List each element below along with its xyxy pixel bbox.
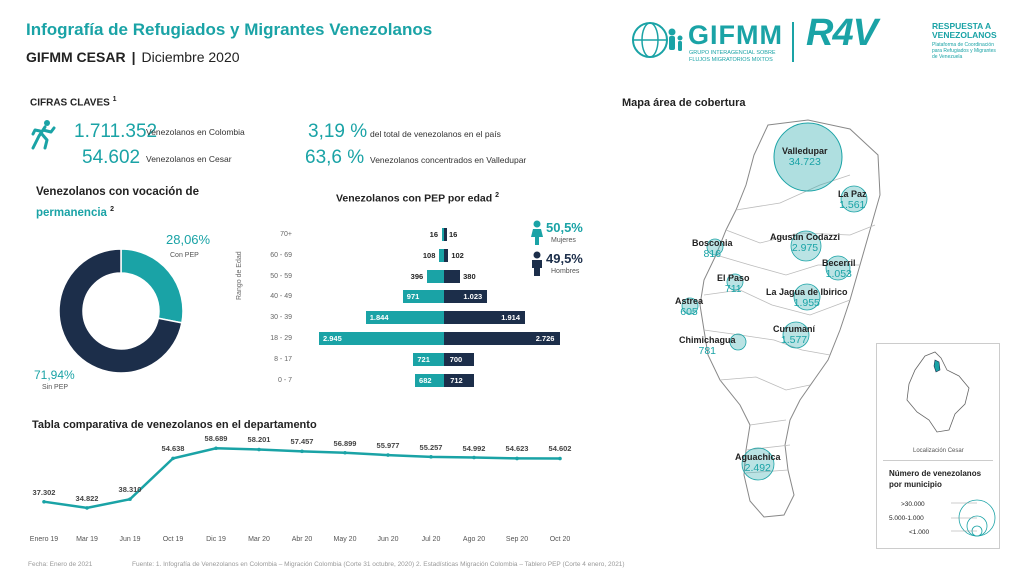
legend-item-medium: 5.000-1.000 <box>889 515 924 522</box>
valledupar-share-value: 63,6 % <box>305 147 365 168</box>
footer-date: Fecha: Enero de 2021 <box>28 561 93 568</box>
line-point <box>429 455 433 459</box>
men-label: Hombres <box>551 268 580 275</box>
line-point <box>42 499 46 504</box>
inset-label: Localización Cesar <box>913 448 964 454</box>
line-point <box>558 456 562 461</box>
map-label-becerril: Becerril 1.053 <box>822 258 856 280</box>
donut-slice-sin-pep <box>58 248 183 374</box>
gifmm-globe-logo <box>628 20 684 60</box>
line-point <box>128 497 132 502</box>
cesar-total-value: 54.602 <box>82 147 141 168</box>
line-point <box>300 449 304 454</box>
map-label-bosconia: Bosconia 816 <box>692 238 733 260</box>
r4v-logo-subtitle: Plataforma de Coordinación para Refugiado… <box>932 42 996 60</box>
share-label: del total de venezolanos en el país <box>370 129 501 139</box>
cesar-department-map <box>699 119 881 518</box>
pep-age-heading: Venezolanos con PEP por edad 2 <box>336 192 500 205</box>
map-label-la-jagua: La Jagua de Ibirico 1.955 <box>766 287 848 309</box>
legend-item-large: >30.000 <box>901 501 925 508</box>
colombia-total-value: 1.711.352 <box>74 121 158 142</box>
legend-divider <box>883 460 993 461</box>
comparative-heading: Tabla comparativa de venezolanos en el d… <box>32 419 317 431</box>
subtitle-date: Diciembre 2020 <box>141 49 240 65</box>
line-point <box>257 447 261 452</box>
r4v-logo-title: RESPUESTA A VENEZOLANOS <box>932 21 997 40</box>
footer-source: Fuente: 1. Infografía de Venezolanos en … <box>132 561 625 568</box>
con-pep-label: Con PEP <box>170 252 199 259</box>
map-label-valledupar: Valledupar 34.723 <box>782 146 828 168</box>
line-point <box>171 456 175 461</box>
gifmm-logo-subtitle: GRUPO INTERAGENCIAL SOBRE FLUJOS MIGRATOR… <box>689 50 776 63</box>
legend-title: Número de venezolanos por municipio <box>889 469 982 489</box>
key-figures-heading: CIFRAS CLAVES 1 <box>30 96 117 109</box>
line-point <box>214 446 218 451</box>
map-label-el-paso: El Paso 711 <box>717 273 750 295</box>
subtitle-organization: GIFMM CESAR <box>26 49 126 65</box>
women-label: Mujeres <box>551 237 576 244</box>
woman-icon <box>530 220 544 246</box>
logo-divider <box>792 22 794 62</box>
map-label-chimichagua: Chimichagua 781 <box>679 335 736 357</box>
map-heading: Mapa área de cobertura <box>622 97 746 109</box>
gifmm-logo-text: GIFMM <box>688 20 783 50</box>
permanence-donut-chart <box>58 248 184 374</box>
page-subtitle: GIFMM CESAR | Diciembre 2020 <box>26 49 240 65</box>
page-title: Infografía de Refugiados y Migrantes Ven… <box>26 20 433 39</box>
sin-pep-percent: 71,94% <box>34 368 75 382</box>
man-icon <box>530 251 544 277</box>
r4v-logo-text: R4V <box>806 12 878 54</box>
line-point <box>343 450 347 455</box>
line-point <box>386 453 390 457</box>
running-person-icon <box>27 118 59 150</box>
line-point <box>515 456 519 461</box>
men-percent: 49,5% <box>546 251 583 266</box>
map-label-curumani: Curumaní 1.577 <box>773 324 816 346</box>
legend-item-small: <1.000 <box>909 529 930 536</box>
sin-pep-label: Sin PEP <box>42 384 69 391</box>
line-point <box>85 506 89 510</box>
con-pep-percent: 28,06% <box>166 232 211 247</box>
valledupar-share-label: Venezolanos concentrados en Valledupar <box>370 155 527 165</box>
colombia-locator-map <box>906 351 970 433</box>
map-inset-panel: Localización Cesar Número de venezolanos… <box>876 343 1000 549</box>
legend-bubbles <box>951 499 996 537</box>
share-value: 3,19 % <box>308 121 368 142</box>
permanence-heading: Venezolanos con vocación de permanencia … <box>36 186 199 219</box>
map-label-astrea: Astrea 605 <box>675 296 704 318</box>
map-label-agustin-codazzi: Agustín Codazzi 2.975 <box>770 232 840 254</box>
map-label-aguachica: Aguachica 2.492 <box>735 452 781 474</box>
comparative-series-line <box>43 447 561 510</box>
colombia-total-label: Venezolanos en Colombia <box>146 127 245 137</box>
women-percent: 50,5% <box>546 220 583 235</box>
line-point <box>472 455 476 460</box>
map-label-la-paz: La Paz 1.561 <box>838 189 867 211</box>
cesar-total-label: Venezolanos en Cesar <box>146 154 232 164</box>
subtitle-separator: | <box>131 49 136 65</box>
